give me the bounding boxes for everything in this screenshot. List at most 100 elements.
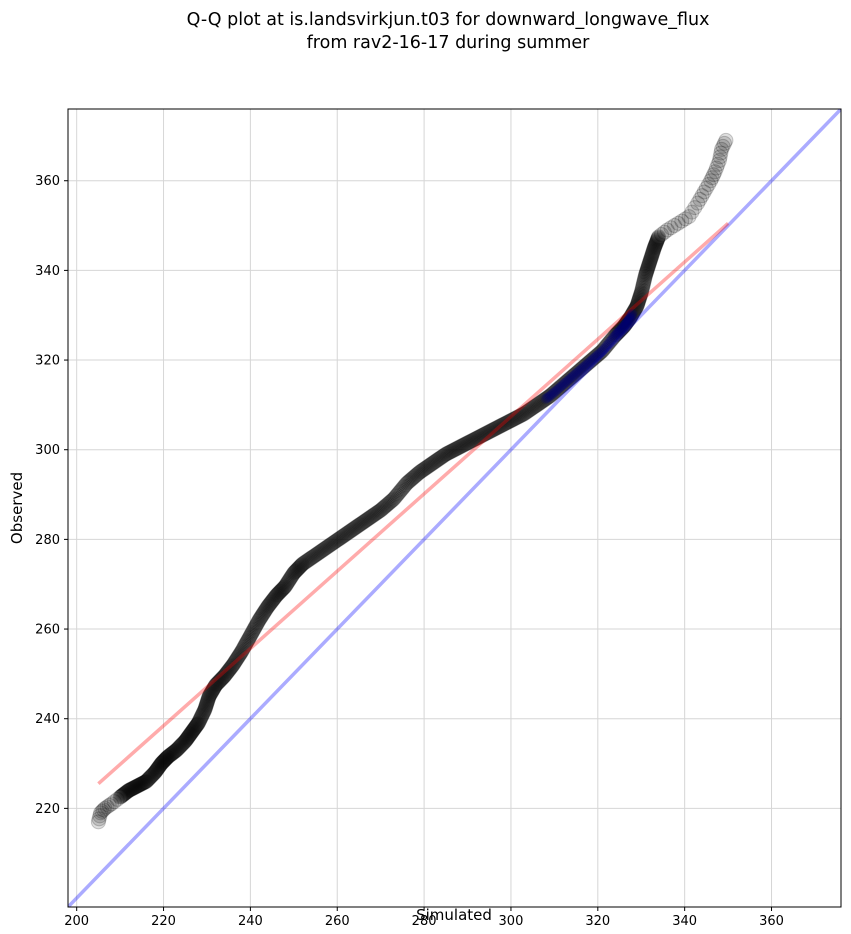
quantile-point: [347, 520, 363, 536]
quantile-point: [627, 302, 643, 318]
highlight-point: [554, 382, 565, 393]
quantile-point: [267, 589, 283, 605]
quantile-point: [687, 200, 703, 216]
highlight-point: [556, 380, 567, 391]
quantile-point: [417, 460, 433, 476]
quantile-point: [380, 496, 396, 512]
quantile-point: [355, 514, 371, 530]
quantile-point: [644, 246, 660, 262]
quantile-point: [388, 488, 404, 504]
quantile-point: [646, 241, 662, 257]
quantile-point: [287, 564, 303, 580]
quantile-point: [526, 399, 542, 415]
quantile-point: [274, 582, 290, 598]
quantile-point: [563, 370, 579, 386]
quantile-point: [467, 431, 483, 447]
quantile-point: [441, 445, 457, 461]
quantile-point: [253, 610, 269, 626]
highlight-point: [619, 319, 630, 330]
quantile-point: [191, 714, 207, 730]
highlight-point: [565, 373, 576, 384]
quantile-point: [289, 562, 305, 578]
quantile-point: [504, 412, 520, 428]
x-tick-label: 360: [759, 914, 784, 929]
quantile-point: [242, 628, 258, 644]
quantile-point: [171, 740, 187, 756]
quantile-point: [90, 814, 106, 830]
quantile-point: [574, 361, 590, 377]
quantile-point: [468, 431, 484, 447]
quantile-point: [197, 701, 213, 717]
highlight-point: [579, 361, 590, 372]
highlight-point: [618, 321, 629, 332]
quantile-point: [312, 544, 328, 560]
quantile-point: [406, 469, 422, 485]
quantile-point: [177, 733, 193, 749]
quantile-point: [560, 372, 576, 388]
quantile-point: [287, 564, 303, 580]
quantile-point: [643, 249, 659, 265]
quantile-point: [464, 433, 480, 449]
quantile-point: [224, 659, 240, 675]
quantile-point: [550, 381, 566, 397]
quantile-point: [187, 720, 203, 736]
quantile-point: [630, 295, 646, 311]
quantile-point: [420, 458, 436, 474]
quantile-point: [455, 437, 471, 453]
quantile-point: [570, 364, 586, 380]
highlight-point: [540, 393, 551, 404]
quantile-point: [610, 324, 626, 340]
quantile-point: [463, 433, 479, 449]
quantile-point: [164, 745, 180, 761]
quantile-point: [91, 811, 107, 827]
quantile-point: [718, 132, 734, 148]
quantile-point: [191, 713, 207, 729]
quantile-point: [324, 536, 340, 552]
quantile-point: [196, 704, 212, 720]
quantile-point: [367, 506, 383, 522]
quantile-point: [231, 648, 247, 664]
highlight-point: [603, 338, 614, 349]
quantile-point: [268, 588, 284, 604]
quantile-point: [389, 487, 405, 503]
quantile-point: [269, 587, 285, 603]
quantile-point: [432, 450, 448, 466]
quantile-point: [121, 782, 137, 798]
quantile-point: [597, 339, 613, 355]
quantile-point: [505, 411, 521, 427]
quantile-point: [492, 418, 508, 434]
quantile-point: [246, 621, 262, 637]
quantile-point: [166, 744, 182, 760]
quantile-point: [135, 775, 151, 791]
quantile-point: [119, 784, 135, 800]
quantile-point: [461, 434, 477, 450]
quantile-point: [260, 598, 276, 614]
quantile-point: [543, 387, 559, 403]
quantile-point: [442, 444, 458, 460]
quantile-point: [706, 167, 722, 183]
quantile-point: [714, 141, 730, 157]
quantile-point: [616, 318, 632, 334]
quantile-point: [276, 580, 292, 596]
quantile-point: [140, 771, 156, 787]
quantile-point: [587, 350, 603, 366]
quantile-point: [481, 424, 497, 440]
highlight-point: [541, 393, 552, 404]
quantile-point: [350, 518, 366, 534]
quantile-point: [205, 682, 221, 698]
quantile-point: [404, 471, 420, 487]
quantile-point: [198, 697, 214, 713]
quantile-point: [409, 467, 425, 483]
quantile-point: [158, 750, 174, 766]
quantile-point: [353, 516, 369, 532]
quantile-point: [462, 434, 478, 450]
quantile-point: [147, 764, 163, 780]
highlight-point: [553, 383, 564, 394]
quantile-point: [120, 783, 136, 799]
x-tick-label: 340: [672, 914, 697, 929]
quantile-point: [266, 590, 282, 606]
quantile-point: [690, 195, 706, 211]
quantile-point: [253, 609, 269, 625]
quantile-point: [639, 264, 655, 280]
quantile-point: [255, 606, 271, 622]
